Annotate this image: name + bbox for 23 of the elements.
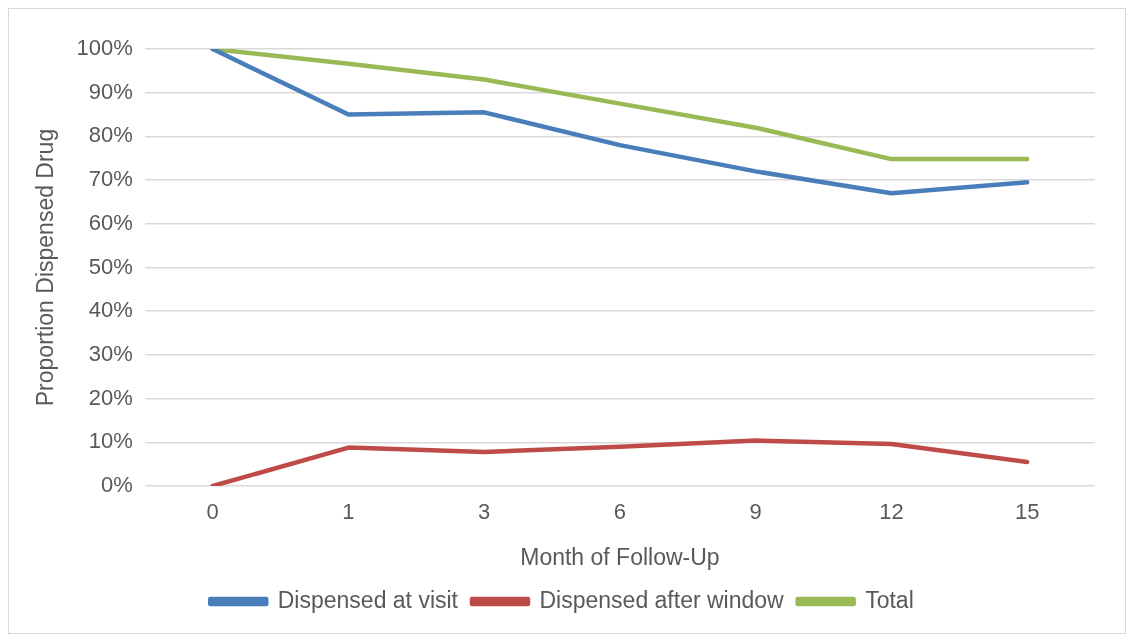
y-tick-label: 100% <box>76 35 133 61</box>
y-tick-label: 20% <box>88 384 133 410</box>
y-axis-title: Proportion Dispensed Drug <box>32 128 59 407</box>
y-tick-label: 10% <box>88 428 133 454</box>
y-tick-label: 90% <box>88 78 133 104</box>
x-tick-label: 3 <box>478 499 491 525</box>
y-tick-label: 80% <box>88 122 133 148</box>
legend-label: Total <box>865 586 914 613</box>
y-tick-label: 0% <box>101 472 133 498</box>
legend-label: Dispensed at visit <box>277 586 459 613</box>
y-tick-label: 40% <box>88 297 133 323</box>
legend-label: Dispensed after window <box>539 586 785 613</box>
x-tick-label: 15 <box>1014 499 1040 525</box>
x-tick-label: 6 <box>613 499 627 525</box>
x-tick-label: 9 <box>749 499 762 525</box>
x-axis-title: Month of Follow-Up <box>520 543 720 570</box>
y-tick-label: 50% <box>88 253 133 279</box>
x-tick-label: 12 <box>879 499 904 525</box>
y-tick-label: 60% <box>88 209 133 235</box>
x-tick-label: 1 <box>342 499 355 525</box>
y-tick-label: 30% <box>88 340 133 366</box>
x-tick-label: 0 <box>206 499 219 525</box>
y-tick-label: 70% <box>88 166 133 192</box>
